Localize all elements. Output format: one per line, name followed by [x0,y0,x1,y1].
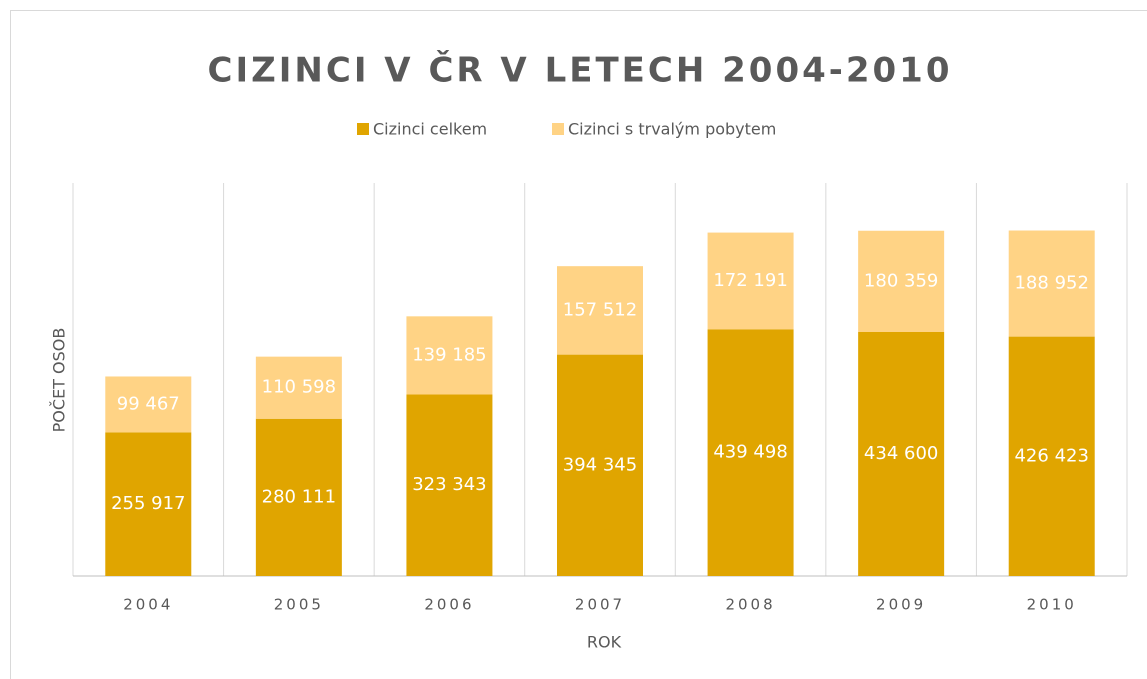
bar-segment [1008,230,1095,337]
chart-title: CIZINCI V ČR V LETECH 2004-2010 [208,50,953,91]
bar-segment [255,418,342,576]
x-axis-label: ROK [587,633,622,652]
data-label: 323 343 [412,474,486,495]
data-label: 139 185 [412,344,486,365]
data-label: 188 952 [1014,273,1088,294]
data-label: 280 111 [262,486,336,507]
data-label: 99 467 [117,393,180,414]
data-label: 110 598 [262,377,336,398]
bar-segment [557,266,643,355]
bar-segment [406,394,493,576]
x-tick-label: 2004 [123,596,173,614]
bar-segment [858,230,945,333]
bar-segment [105,376,192,433]
data-label: 394 345 [563,454,637,475]
bar-segment [707,232,794,330]
x-tick-label: 2008 [725,596,775,614]
x-tick-label: 2007 [575,596,625,614]
bar-segment [707,329,794,576]
x-tick-label: 2006 [424,596,474,614]
legend-label: Cizinci s trvalým pobytem [568,120,776,139]
bar-segment [255,356,342,419]
x-tick-label: 2009 [876,596,926,614]
legend-swatch [357,123,369,135]
bar-segment [105,432,192,576]
bar-segment [858,332,945,576]
y-axis-label: POČET OSOB [50,328,69,433]
data-label: 434 600 [864,443,938,464]
data-label: 180 359 [864,270,938,291]
data-label: 439 498 [713,442,787,463]
data-label: 172 191 [713,270,787,291]
x-tick-label: 2010 [1027,596,1077,614]
data-label: 157 512 [563,299,637,320]
bar-segment [1008,336,1095,576]
legend-label: Cizinci celkem [373,120,487,139]
data-label: 426 423 [1014,445,1088,466]
bar-segment [557,354,643,576]
x-tick-label: 2005 [274,596,324,614]
legend-swatch [552,123,564,135]
bar-segment [406,316,493,395]
data-label: 255 917 [111,493,185,514]
